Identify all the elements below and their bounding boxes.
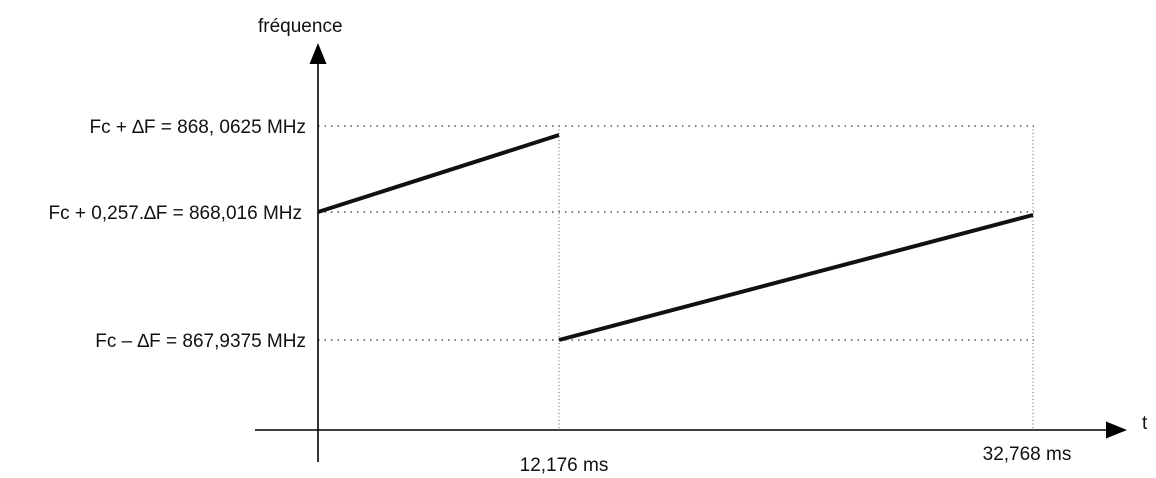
frequency-label-low: Fc – ∆F = 867,9375 MHz — [95, 331, 306, 352]
ramp-segment-2 — [558, 213, 1034, 342]
y-axis-arrowhead — [309, 43, 327, 64]
x-axis-arrowhead — [1106, 421, 1127, 439]
frequency-label-start: Fc + 0,257.∆F = 868,016 MHz — [49, 203, 302, 224]
ramp-segment-1 — [317, 133, 560, 214]
y-axis-label: fréquence — [258, 16, 343, 37]
time-label-t1: 12,176 ms — [520, 455, 609, 476]
time-label-t2: 32,768 ms — [983, 444, 1072, 465]
x-axis-label: t — [1142, 413, 1148, 434]
frequency-label-high: Fc + ∆F = 868, 0625 MHz — [90, 117, 307, 138]
